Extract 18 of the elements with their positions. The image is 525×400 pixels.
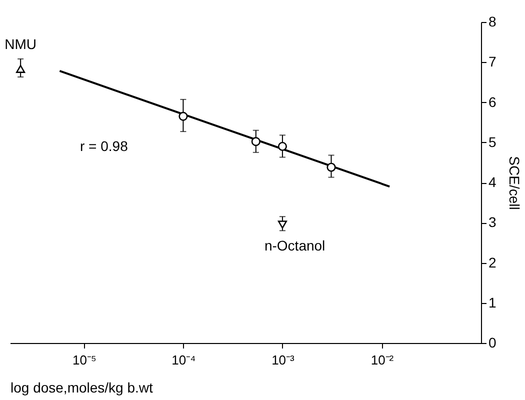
series-label: n-Octanol [264, 238, 326, 254]
y-tick-label: 8 [488, 14, 496, 30]
y-tick-label: 1 [488, 294, 496, 310]
y-axis-title: SCE/cell [506, 156, 522, 210]
x-tick-label: 10⁻³ [272, 352, 296, 368]
y-tick-label: 2 [488, 254, 496, 270]
y-tick-label: 3 [488, 214, 496, 230]
x-tick-label: 10⁻² [370, 352, 394, 368]
y-tick-label: 7 [488, 54, 496, 70]
series-label: NMU [4, 36, 37, 52]
x-axis-title: log dose,moles/kg b.wt [10, 380, 154, 396]
x-tick-label: 10⁻⁴ [172, 352, 196, 368]
y-tick-label: 5 [488, 134, 496, 150]
annotation: r = 0.98 [80, 138, 128, 154]
y-tick-label: 6 [488, 94, 496, 110]
y-tick-label: 0 [488, 334, 496, 350]
x-tick-label: 10⁻⁵ [72, 352, 96, 368]
y-tick-label: 4 [488, 174, 496, 190]
